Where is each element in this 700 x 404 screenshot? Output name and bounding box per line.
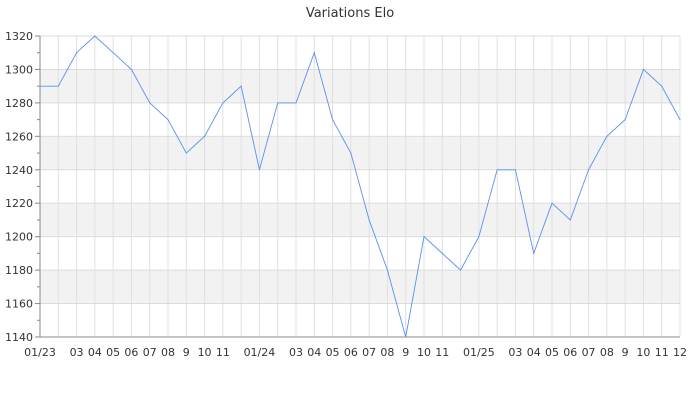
- data-point: [368, 219, 370, 221]
- x-tick-label: 04: [527, 346, 541, 359]
- x-tick-label: 01/23: [24, 346, 56, 359]
- data-point: [423, 236, 425, 238]
- x-tick-label: 01/24: [244, 346, 276, 359]
- grid-band: [40, 136, 680, 170]
- data-point: [258, 169, 260, 171]
- x-tick-label: 07: [582, 346, 596, 359]
- x-tick-label: 06: [344, 346, 358, 359]
- data-point: [332, 119, 334, 121]
- data-point: [295, 102, 297, 104]
- x-tick-label: 11: [655, 346, 669, 359]
- data-point: [277, 102, 279, 104]
- x-tick-label: 07: [362, 346, 376, 359]
- x-tick-label: 03: [70, 346, 84, 359]
- x-tick-label: 05: [326, 346, 340, 359]
- data-point: [460, 269, 462, 271]
- data-point: [624, 119, 626, 121]
- x-tick-label: 06: [124, 346, 138, 359]
- x-tick-label: 9: [402, 346, 409, 359]
- grid-band: [40, 203, 680, 237]
- data-point: [94, 35, 96, 37]
- data-point: [606, 135, 608, 137]
- x-tick-label: 04: [88, 346, 102, 359]
- grid-band: [40, 270, 680, 304]
- y-tick-label: 1220: [5, 197, 33, 210]
- data-point: [57, 85, 59, 87]
- data-point: [240, 85, 242, 87]
- data-point: [441, 252, 443, 254]
- data-point: [405, 336, 407, 338]
- data-point: [496, 169, 498, 171]
- data-point: [204, 135, 206, 137]
- data-point: [679, 119, 681, 121]
- y-tick-label: 1200: [5, 231, 33, 244]
- data-point: [661, 85, 663, 87]
- data-point: [569, 219, 571, 221]
- data-point: [533, 252, 535, 254]
- y-tick-label: 1240: [5, 164, 33, 177]
- y-tick-label: 1160: [5, 298, 33, 311]
- x-tick-label: 01/25: [463, 346, 495, 359]
- x-tick-label: 12: [673, 346, 687, 359]
- data-point: [350, 152, 352, 154]
- x-tick-label: 10: [417, 346, 431, 359]
- y-tick-label: 1260: [5, 130, 33, 143]
- x-tick-label: 06: [563, 346, 577, 359]
- x-tick-label: 05: [545, 346, 559, 359]
- x-tick-label: 9: [622, 346, 629, 359]
- x-tick-label: 05: [106, 346, 120, 359]
- data-point: [39, 85, 41, 87]
- x-tick-label: 03: [508, 346, 522, 359]
- x-tick-label: 10: [636, 346, 650, 359]
- data-point: [588, 169, 590, 171]
- x-tick-label: 08: [380, 346, 394, 359]
- data-point: [112, 52, 114, 54]
- chart-title: Variations Elo: [306, 6, 394, 21]
- data-point: [514, 169, 516, 171]
- x-tick-label: 9: [183, 346, 190, 359]
- y-tick-label: 1300: [5, 63, 33, 76]
- x-tick-label: 04: [307, 346, 321, 359]
- data-point: [551, 202, 553, 204]
- x-tick-label: 11: [216, 346, 230, 359]
- data-point: [130, 68, 132, 70]
- data-point: [642, 68, 644, 70]
- y-tick-label: 1140: [5, 331, 33, 344]
- elo-series-line: [40, 35, 681, 338]
- x-tick-label: 07: [143, 346, 157, 359]
- data-point: [76, 52, 78, 54]
- y-tick-label: 1280: [5, 97, 33, 110]
- y-tick-label: 1180: [5, 264, 33, 277]
- data-point: [222, 102, 224, 104]
- x-tick-label: 08: [600, 346, 614, 359]
- x-tick-label: 08: [161, 346, 175, 359]
- y-tick-label: 1320: [5, 30, 33, 43]
- data-point: [167, 119, 169, 121]
- data-point: [313, 52, 315, 54]
- data-point: [149, 102, 151, 104]
- data-point: [185, 152, 187, 154]
- x-tick-label: 10: [198, 346, 212, 359]
- x-tick-label: 11: [435, 346, 449, 359]
- x-tick-label: 03: [289, 346, 303, 359]
- data-point: [478, 236, 480, 238]
- grid-band: [40, 69, 680, 103]
- data-point: [386, 269, 388, 271]
